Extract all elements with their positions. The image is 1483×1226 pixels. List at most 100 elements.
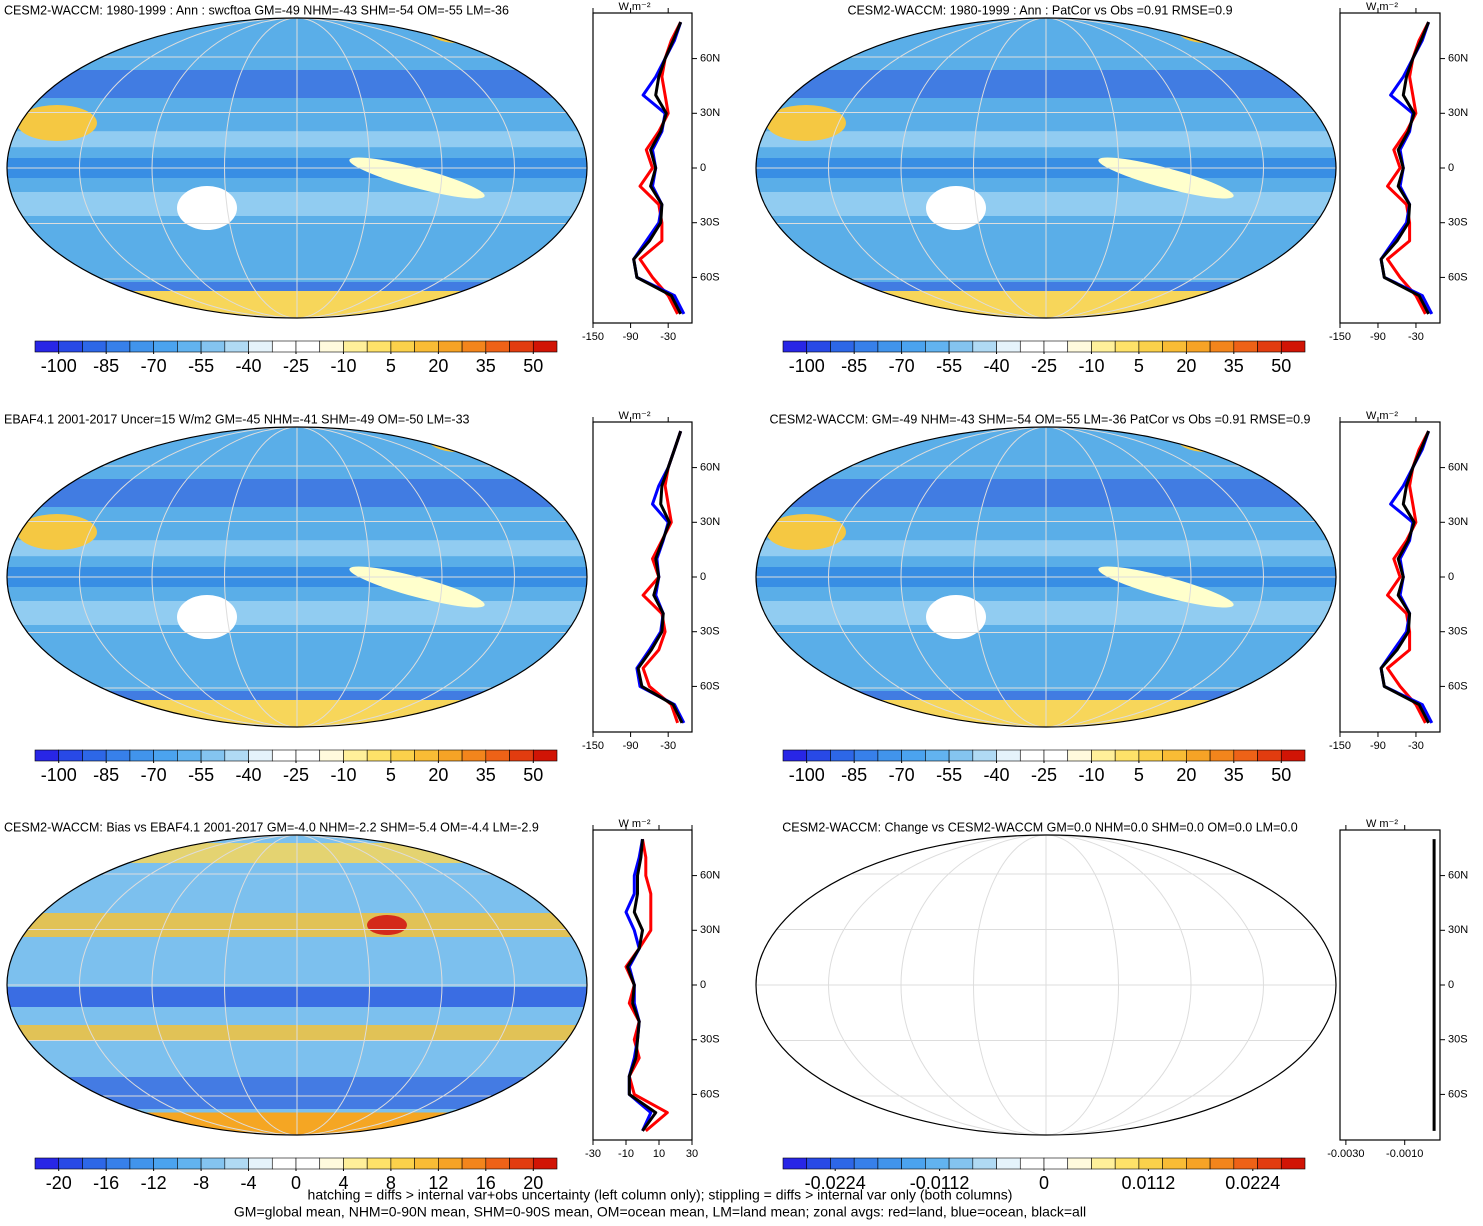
zonal-line [1379, 430, 1434, 724]
colorbar-box [1162, 1157, 1187, 1170]
colorbar-box [877, 340, 902, 353]
colorbar-box [1067, 1157, 1092, 1170]
y-tick-label: 60N [1448, 461, 1468, 473]
colorbar-box [34, 749, 60, 762]
zonal-line [632, 21, 683, 315]
map-border [6, 426, 588, 728]
y-tick-label: 60N [700, 869, 720, 881]
colorbar-label: -70 [141, 765, 167, 785]
colorbar-label: 20 [428, 356, 448, 376]
map-patch [926, 595, 986, 639]
colorbar-box [414, 340, 439, 353]
colorbar-box [877, 749, 902, 762]
colorbar-box [1280, 340, 1306, 353]
colorbar-box [153, 340, 178, 353]
map-border [6, 17, 588, 319]
x-tick-label: 30 [686, 1148, 698, 1160]
colorbar-box [248, 340, 273, 353]
colorbar-label: -40 [236, 765, 262, 785]
colorbar-label: 0 [1039, 1173, 1049, 1193]
colorbar-box [1186, 340, 1211, 353]
y-tick-label: 30S [1448, 1034, 1468, 1046]
x-axis-label: W m⁻² [618, 1, 650, 13]
colorbar-box [925, 1157, 950, 1170]
colorbar-label: -16 [93, 1173, 119, 1193]
colorbar-box [1091, 749, 1116, 762]
colorbar-box [972, 749, 997, 762]
colorbar-box [1257, 1157, 1282, 1170]
map [756, 835, 1336, 1135]
colorbar-label: -0.0224 [805, 1173, 866, 1193]
colorbar-label: -70 [889, 356, 915, 376]
colorbar-label: 50 [1271, 765, 1291, 785]
y-tick-label: 60N [700, 52, 720, 64]
colorbar-label: 12 [428, 1173, 448, 1193]
colorbar-box [105, 340, 131, 353]
y-tick-label: 60S [1448, 271, 1468, 283]
colorbar-box [1233, 1157, 1258, 1170]
colorbar-label: -10 [330, 765, 356, 785]
y-tick-label: 30N [700, 516, 720, 528]
map-border [755, 834, 1337, 1136]
x-tick-label: -90 [1370, 331, 1386, 343]
colorbar-box [1280, 749, 1306, 762]
meridian [973, 18, 1119, 318]
y-tick-label: 30N [1448, 924, 1468, 936]
colorbar-label: 16 [476, 1173, 496, 1193]
colorbar-label: -12 [141, 1173, 167, 1193]
colorbar-label: -55 [188, 356, 214, 376]
footer-line: hatching = diffs > internal var+obs unce… [308, 1187, 1013, 1203]
colorbar-box [782, 340, 808, 353]
y-tick-label: 30N [700, 107, 720, 119]
meridian [900, 835, 1192, 1135]
colorbar-box [1257, 749, 1282, 762]
colorbar-label: -55 [936, 356, 962, 376]
zonal-frame [592, 12, 693, 324]
colorbar-box [319, 340, 344, 353]
colorbar-box [1043, 340, 1069, 353]
colorbar-label: -20 [46, 1173, 72, 1193]
colorbar-box [1138, 749, 1163, 762]
colorbar-box [461, 340, 487, 353]
colorbar-label: 50 [523, 356, 543, 376]
colorbar-box [177, 749, 202, 762]
colorbar-box [319, 1157, 344, 1170]
colorbar-box [1019, 749, 1045, 762]
map [756, 18, 1336, 318]
colorbar-box [177, 1157, 202, 1170]
y-tick-label: 30S [1448, 217, 1468, 229]
panel-title: CESM2-WACCM: Bias vs EBAF4.1 2001-2017 G… [4, 820, 539, 834]
colorbar-label: 20 [1176, 765, 1196, 785]
zonal-frame [592, 829, 693, 1141]
y-tick-label: 0 [1448, 571, 1454, 583]
colorbar-box [1114, 749, 1140, 762]
y-tick-label: 30S [700, 217, 720, 229]
colorbar-box [82, 749, 107, 762]
colorbar-box [58, 749, 83, 762]
colorbar-box [58, 1157, 83, 1170]
colorbar-label: 0.0112 [1122, 1173, 1176, 1193]
panel-title: CESM2-WACCM: 1980-1999 : Ann : PatCor vs… [847, 3, 1232, 17]
colorbar-label: -70 [141, 356, 167, 376]
colorbar-box [1162, 749, 1187, 762]
colorbar-label: -85 [841, 356, 867, 376]
colorbar-label: 0.0224 [1225, 1173, 1280, 1193]
x-tick-label: -30 [1408, 331, 1424, 343]
map-patch [177, 186, 237, 230]
colorbar-label: 4 [338, 1173, 348, 1193]
colorbar-box [224, 340, 249, 353]
colorbar-box [343, 340, 368, 353]
colorbar-box [1019, 1157, 1045, 1170]
colorbar-box [461, 749, 487, 762]
zonal-line [1386, 21, 1430, 315]
colorbar-label: -0.0112 [910, 1173, 970, 1193]
x-tick-label: -10 [618, 1148, 634, 1160]
colorbar-label: -4 [241, 1173, 257, 1193]
meridian [224, 835, 370, 1135]
map-border [755, 17, 1337, 319]
meridian [224, 427, 370, 727]
colorbar-box [1233, 340, 1258, 353]
zonal-line [641, 430, 683, 724]
y-tick-label: 30S [700, 1034, 720, 1046]
colorbar-box [532, 1157, 558, 1170]
